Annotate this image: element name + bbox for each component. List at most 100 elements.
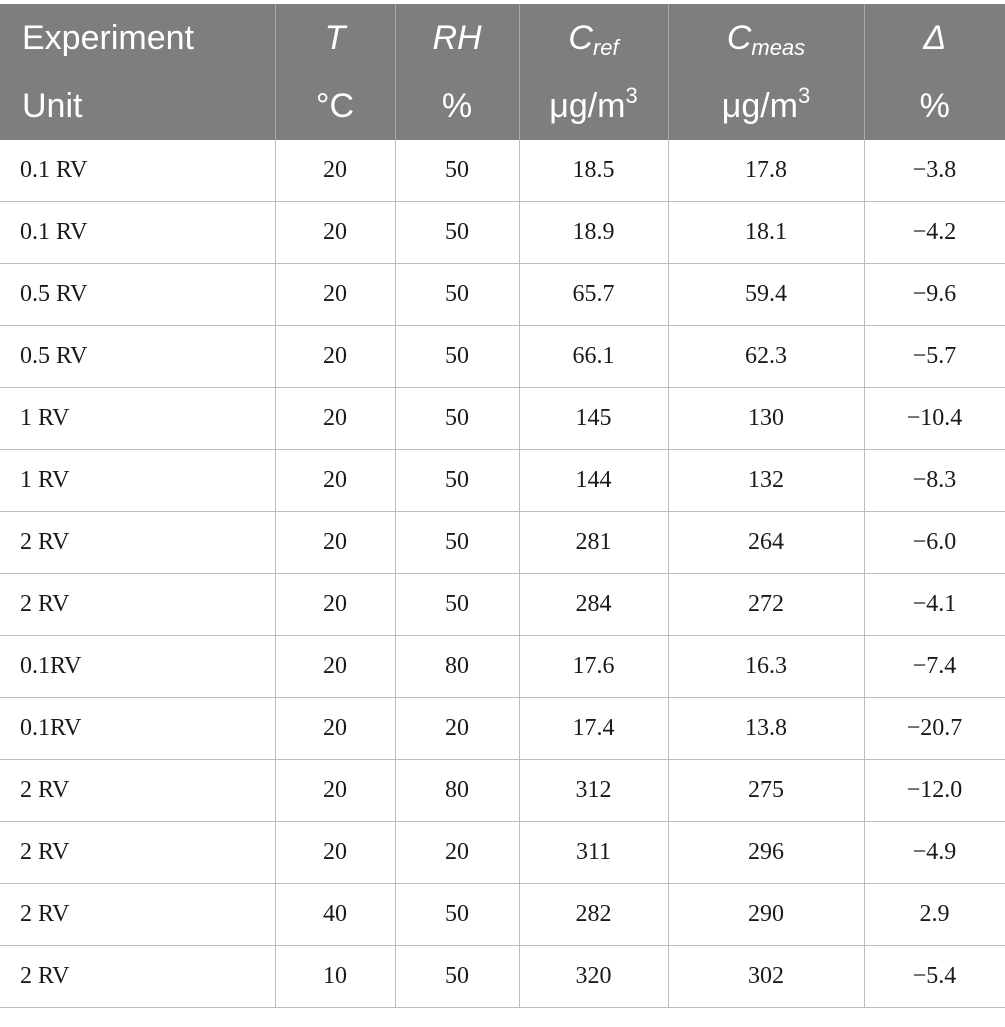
cell-c-meas: 17.8 — [667, 140, 865, 202]
table-row: 0.5 RV 20 50 65.7 59.4 −9.6 — [0, 263, 1005, 326]
table-row: 0.1RV 20 20 17.4 13.8 −20.7 — [0, 697, 1005, 760]
unit-temperature: °C — [274, 72, 395, 140]
cell-temperature: 20 — [274, 759, 396, 822]
cell-c-ref: 17.6 — [518, 635, 669, 698]
cell-experiment: 2 RV — [0, 511, 276, 574]
cell-delta: −5.4 — [863, 945, 1005, 1008]
cell-delta: 2.9 — [863, 883, 1005, 946]
cell-temperature: 20 — [274, 635, 396, 698]
data-table: Experiment T RH Cref Cmeas Δ Unit °C % μ… — [0, 4, 1005, 1008]
cell-c-ref: 282 — [518, 883, 669, 946]
cell-delta: −20.7 — [863, 697, 1005, 760]
header-c-meas-sub: meas — [751, 35, 806, 60]
table-row: 2 RV 20 20 311 296 −4.9 — [0, 821, 1005, 884]
cell-temperature: 20 — [274, 821, 396, 884]
table-header: Experiment T RH Cref Cmeas Δ Unit °C % μ… — [0, 4, 1005, 140]
cell-relative-humidity: 20 — [394, 821, 520, 884]
cell-c-ref: 281 — [518, 511, 669, 574]
cell-c-ref: 284 — [518, 573, 669, 636]
header-row-names: Experiment T RH Cref Cmeas Δ — [0, 4, 1005, 72]
cell-relative-humidity: 20 — [394, 697, 520, 760]
table-row: 2 RV 20 80 312 275 −12.0 — [0, 759, 1005, 822]
cell-temperature: 20 — [274, 573, 396, 636]
cell-relative-humidity: 50 — [394, 387, 520, 450]
cell-c-meas: 290 — [667, 883, 865, 946]
cell-experiment: 2 RV — [0, 883, 276, 946]
table-row: 2 RV 10 50 320 302 −5.4 — [0, 945, 1005, 1008]
cell-experiment: 2 RV — [0, 573, 276, 636]
cell-delta: −12.0 — [863, 759, 1005, 822]
cell-temperature: 40 — [274, 883, 396, 946]
cell-temperature: 20 — [274, 697, 396, 760]
cell-experiment: 1 RV — [0, 449, 276, 512]
cell-c-meas: 302 — [667, 945, 865, 1008]
cell-relative-humidity: 50 — [394, 140, 520, 202]
header-c-meas: Cmeas — [667, 4, 864, 72]
cell-c-ref: 18.5 — [518, 140, 669, 202]
cell-experiment: 0.5 RV — [0, 325, 276, 388]
cell-relative-humidity: 50 — [394, 449, 520, 512]
header-c-ref-sub: ref — [592, 35, 619, 60]
cell-delta: −7.4 — [863, 635, 1005, 698]
cell-relative-humidity: 50 — [394, 263, 520, 326]
cell-c-ref: 311 — [518, 821, 669, 884]
cell-c-meas: 62.3 — [667, 325, 865, 388]
cell-experiment: 0.1RV — [0, 635, 276, 698]
table-row: 2 RV 40 50 282 290 2.9 — [0, 883, 1005, 946]
unit-c-meas: μg/m3 — [667, 72, 864, 140]
unit-c-meas-base: μg/m — [721, 87, 799, 125]
cell-temperature: 20 — [274, 325, 396, 388]
header-c-meas-base: C — [726, 19, 752, 57]
cell-temperature: 10 — [274, 945, 396, 1008]
cell-c-meas: 130 — [667, 387, 865, 450]
cell-delta: −10.4 — [863, 387, 1005, 450]
cell-temperature: 20 — [274, 511, 396, 574]
cell-c-ref: 145 — [518, 387, 669, 450]
cell-c-ref: 144 — [518, 449, 669, 512]
unit-c-ref-base: μg/m — [549, 87, 626, 125]
cell-c-meas: 275 — [667, 759, 865, 822]
cell-experiment: 2 RV — [0, 821, 276, 884]
cell-temperature: 20 — [274, 263, 396, 326]
cell-c-ref: 17.4 — [518, 697, 669, 760]
unit-relative-humidity: % — [394, 72, 519, 140]
cell-temperature: 20 — [274, 201, 396, 264]
cell-experiment: 0.1 RV — [0, 140, 276, 202]
cell-c-meas: 13.8 — [667, 697, 865, 760]
cell-c-ref: 66.1 — [518, 325, 669, 388]
table-row: 0.5 RV 20 50 66.1 62.3 −5.7 — [0, 325, 1005, 388]
cell-relative-humidity: 50 — [394, 201, 520, 264]
cell-c-meas: 296 — [667, 821, 865, 884]
header-relative-humidity: RH — [394, 4, 519, 72]
table-row: 2 RV 20 50 284 272 −4.1 — [0, 573, 1005, 636]
cell-temperature: 20 — [274, 140, 396, 202]
header-c-ref-base: C — [568, 19, 593, 57]
cell-c-ref: 320 — [518, 945, 669, 1008]
cell-delta: −9.6 — [863, 263, 1005, 326]
cell-c-meas: 59.4 — [667, 263, 865, 326]
cell-relative-humidity: 50 — [394, 883, 520, 946]
unit-c-meas-sup: 3 — [798, 83, 811, 108]
table-row: 1 RV 20 50 145 130 −10.4 — [0, 387, 1005, 450]
cell-c-meas: 18.1 — [667, 201, 865, 264]
cell-relative-humidity: 80 — [394, 759, 520, 822]
cell-c-meas: 272 — [667, 573, 865, 636]
cell-experiment: 2 RV — [0, 759, 276, 822]
cell-temperature: 20 — [274, 449, 396, 512]
cell-experiment: 1 RV — [0, 387, 276, 450]
cell-c-meas: 16.3 — [667, 635, 865, 698]
cell-c-meas: 132 — [667, 449, 865, 512]
cell-delta: −3.8 — [863, 140, 1005, 202]
cell-experiment: 2 RV — [0, 945, 276, 1008]
cell-delta: −4.9 — [863, 821, 1005, 884]
cell-c-ref: 18.9 — [518, 201, 669, 264]
header-c-ref: Cref — [518, 4, 668, 72]
cell-delta: −8.3 — [863, 449, 1005, 512]
header-row-units: Unit °C % μg/m3 μg/m3 % — [0, 72, 1005, 140]
table-body: 0.1 RV 20 50 18.5 17.8 −3.8 0.1 RV 20 50 18.9 18.… — [0, 140, 1005, 1008]
cell-c-ref: 312 — [518, 759, 669, 822]
cell-relative-humidity: 50 — [394, 945, 520, 1008]
cell-experiment: 0.5 RV — [0, 263, 276, 326]
table-row: 2 RV 20 50 281 264 −6.0 — [0, 511, 1005, 574]
table-row: 1 RV 20 50 144 132 −8.3 — [0, 449, 1005, 512]
